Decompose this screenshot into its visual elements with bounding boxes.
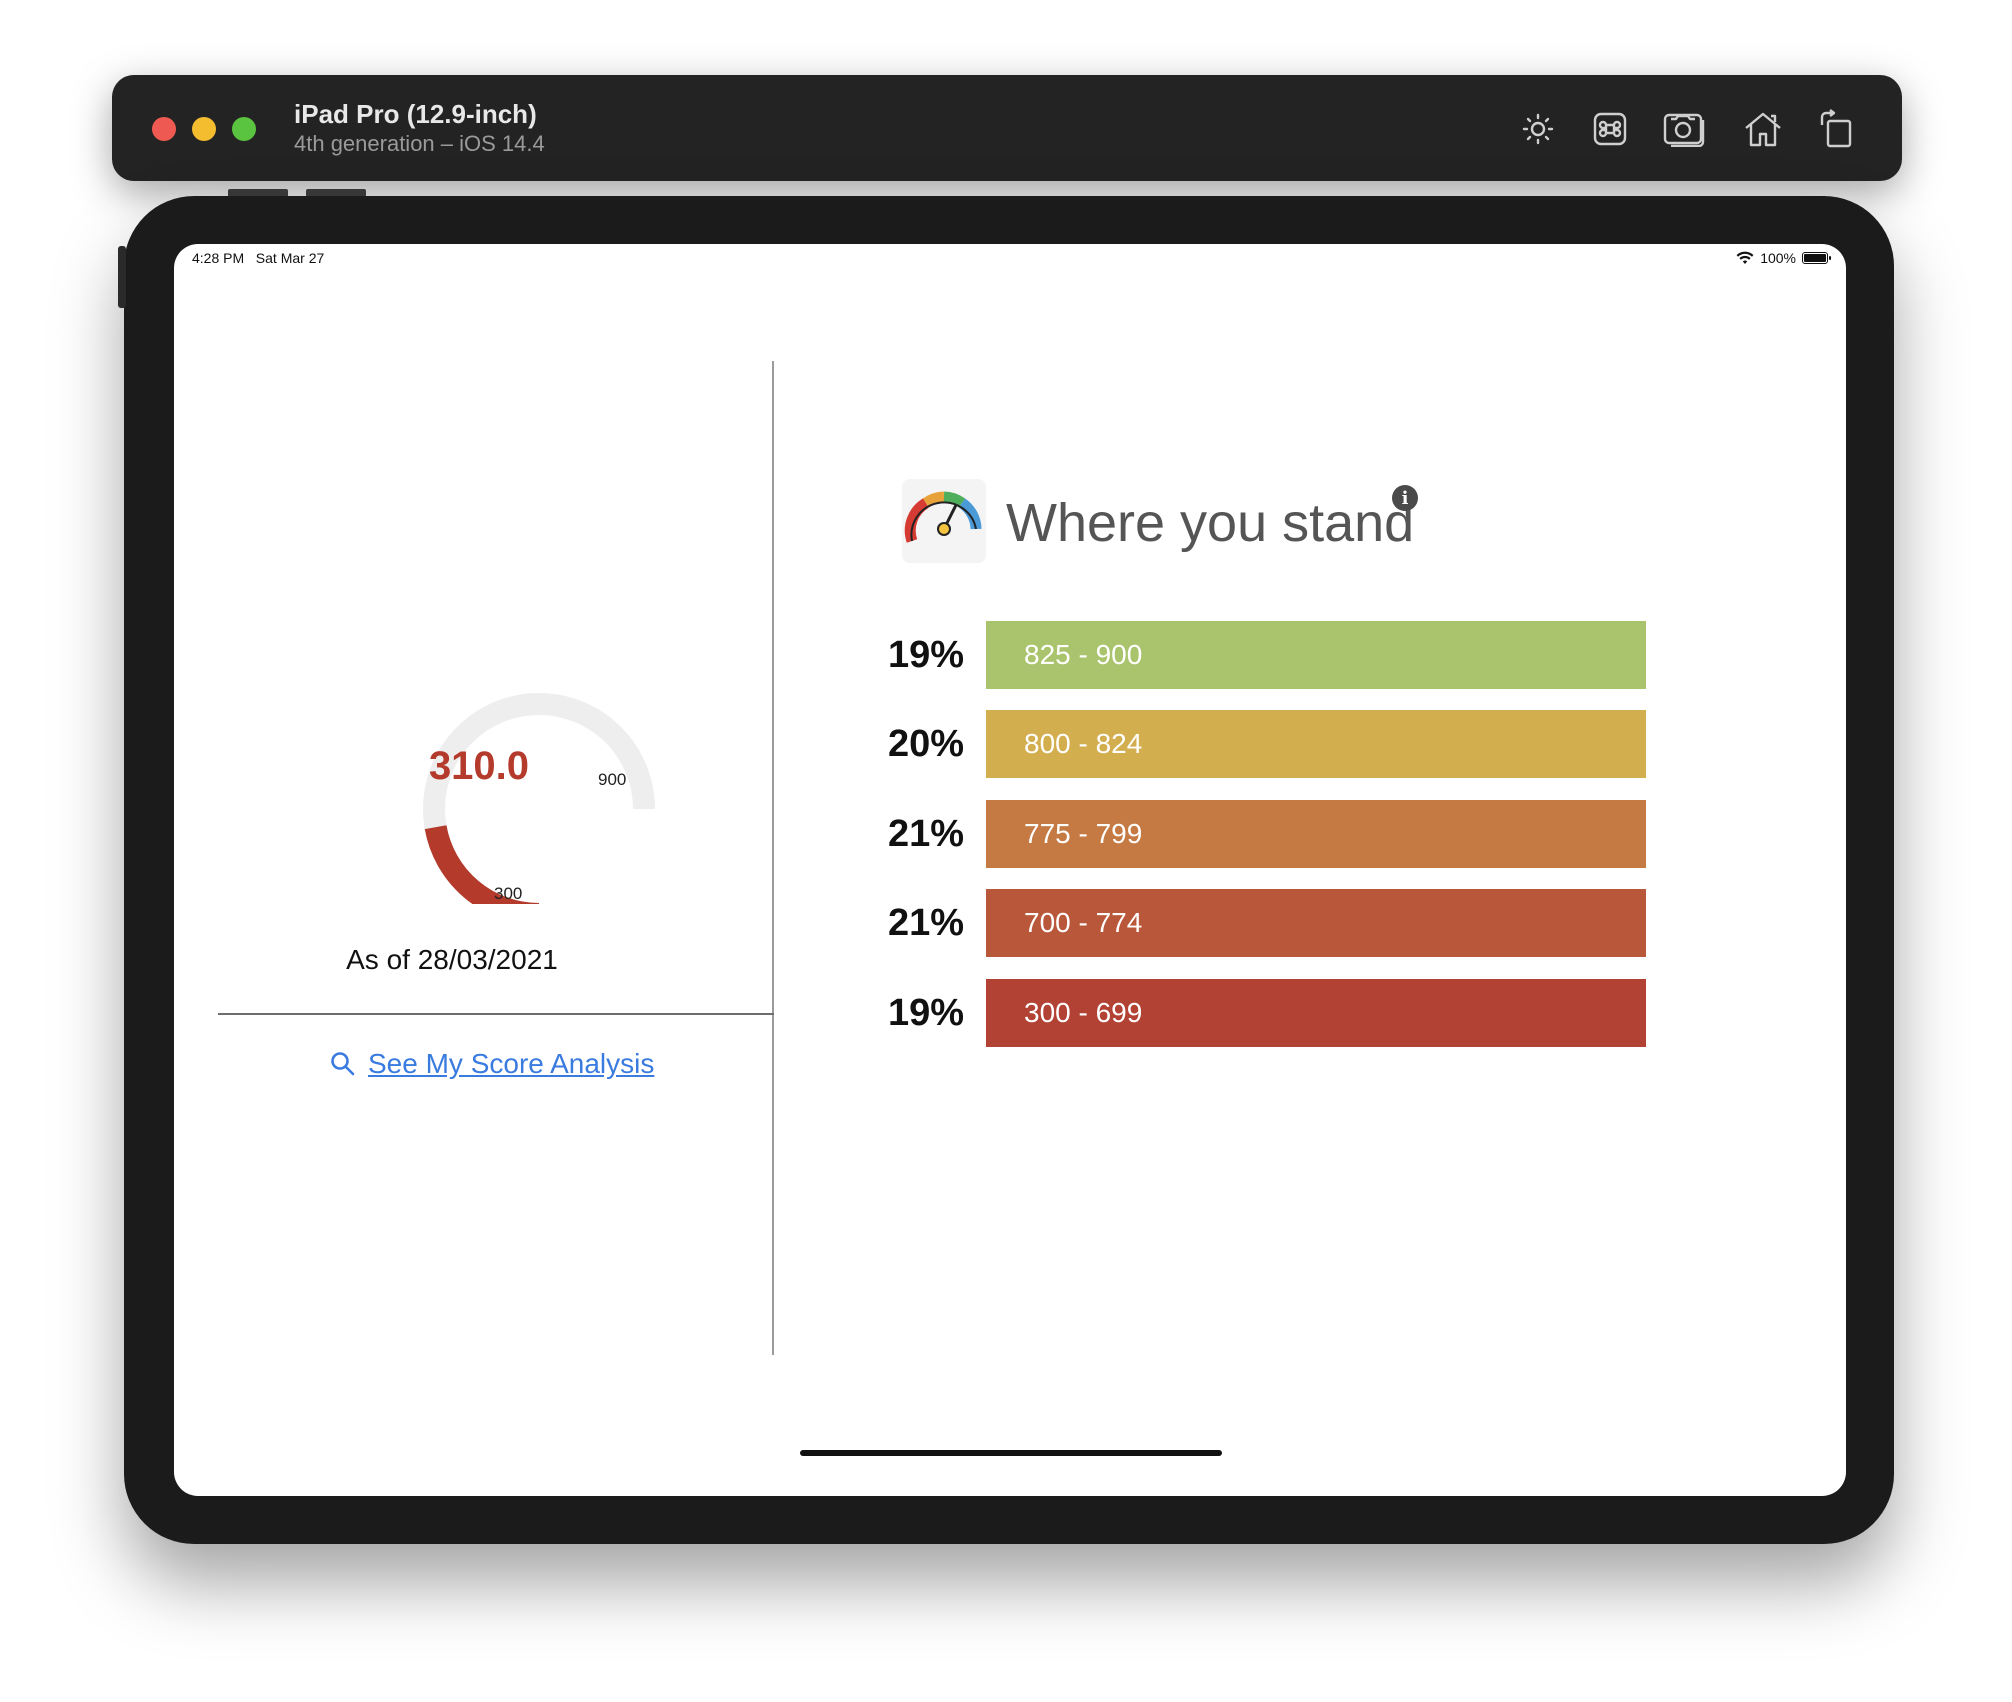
screenshot-icon[interactable] [1661, 105, 1709, 153]
wifi-icon [1736, 251, 1754, 264]
score-band-row: 19% 300 - 699 [874, 979, 1646, 1047]
score-band-row: 20% 800 - 824 [874, 710, 1646, 778]
band-percent: 21% [887, 901, 965, 944]
score-analysis-link-row[interactable]: See My Score Analysis [330, 1048, 654, 1080]
close-window-button[interactable] [152, 117, 176, 141]
info-icon[interactable]: i [1392, 485, 1418, 511]
gauge-fill [424, 825, 540, 904]
rotate-icon[interactable] [1812, 105, 1860, 153]
band-bar: 825 - 900 [986, 621, 1646, 689]
band-percent: 19% [887, 633, 965, 676]
as-of-date: As of 28/03/2021 [346, 944, 558, 975]
device-side-button [118, 246, 126, 308]
score-band-row: 19% 825 - 900 [874, 621, 1646, 689]
score-band-row: 21% 775 - 799 [874, 800, 1646, 868]
score-value: 310.0 [428, 744, 530, 788]
band-percent: 21% [887, 812, 965, 855]
band-percent: 20% [887, 722, 965, 765]
score-band-row: 21% 700 - 774 [874, 889, 1646, 957]
status-right: 100% [1736, 250, 1831, 266]
status-time-date: 4:28 PM Sat Mar 27 [192, 250, 325, 266]
zoom-window-button[interactable] [232, 117, 256, 141]
minimize-window-button[interactable] [192, 117, 216, 141]
gauge-max-label: 900 [598, 770, 627, 789]
device-tab-marker [306, 189, 366, 197]
home-indicator[interactable] [800, 1450, 1222, 1456]
ipad-screen: 4:28 PM Sat Mar 27 100% 310.0 900 300 As… [174, 244, 1846, 1496]
band-percent: 19% [887, 991, 965, 1034]
score-gauge [423, 693, 655, 904]
speedometer-icon [902, 479, 986, 563]
command-icon[interactable] [1586, 105, 1634, 153]
window-subtitle: 4th generation – iOS 14.4 [294, 131, 545, 156]
where-you-stand-title: Where you stand [1006, 493, 1415, 553]
simulator-window-titlebar: iPad Pro (12.9-inch) 4th generation – iO… [112, 75, 1902, 181]
vertical-divider [772, 361, 774, 1355]
horizontal-divider [218, 1013, 774, 1015]
window-title: iPad Pro (12.9-inch) [294, 99, 537, 129]
band-bar: 800 - 824 [986, 710, 1646, 778]
home-icon[interactable] [1739, 105, 1787, 153]
battery-icon [1802, 252, 1831, 264]
device-tab-marker [228, 189, 288, 197]
search-icon [331, 1052, 355, 1076]
band-bar: 700 - 774 [986, 889, 1646, 957]
see-score-analysis-link[interactable]: See My Score Analysis [368, 1048, 655, 1079]
band-bar: 775 - 799 [986, 800, 1646, 868]
battery-percent: 100% [1760, 250, 1796, 266]
band-bar: 300 - 699 [986, 979, 1646, 1047]
brightness-icon[interactable] [1514, 105, 1562, 153]
gauge-min-label: 300 [494, 884, 523, 903]
